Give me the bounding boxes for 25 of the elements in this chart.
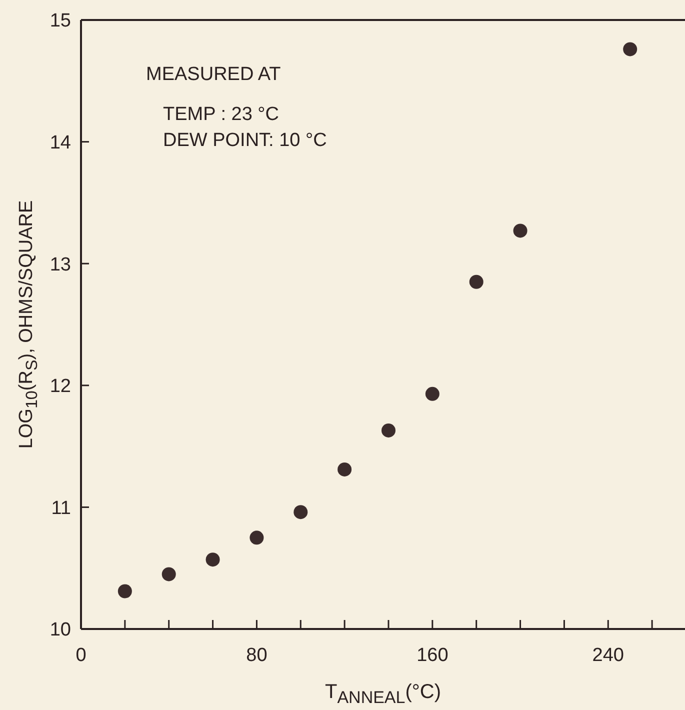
x-axis-title: T$_{ANNEAL}$(°C) (324, 681, 442, 708)
point (118, 584, 132, 598)
annotation: TEMP : 23 °C (163, 104, 280, 125)
point (425, 386, 440, 401)
y-tick-label: 15 (50, 10, 71, 32)
point (469, 274, 484, 289)
x-tick-label: 240 (592, 645, 624, 666)
y-tick-label: 14 (50, 132, 72, 154)
point (338, 462, 352, 476)
point (294, 505, 308, 520)
point (250, 530, 264, 545)
point (162, 567, 176, 582)
y-tick-label: 10 (50, 620, 71, 641)
annotation: MEASURED AT (146, 64, 282, 85)
point (381, 423, 396, 438)
annotation: DEW POINT: 10 °C (163, 130, 327, 151)
point (623, 42, 638, 56)
y-tick-label: 11 (51, 498, 71, 519)
x-tick-label: 160 (416, 645, 448, 666)
point (206, 552, 220, 567)
y-tick-label: 13 (50, 254, 71, 276)
x-tick-label: 80 (246, 645, 268, 666)
y-tick-label: 12 (50, 376, 71, 398)
x-tick-label: 0 (76, 645, 86, 666)
point (513, 224, 528, 238)
